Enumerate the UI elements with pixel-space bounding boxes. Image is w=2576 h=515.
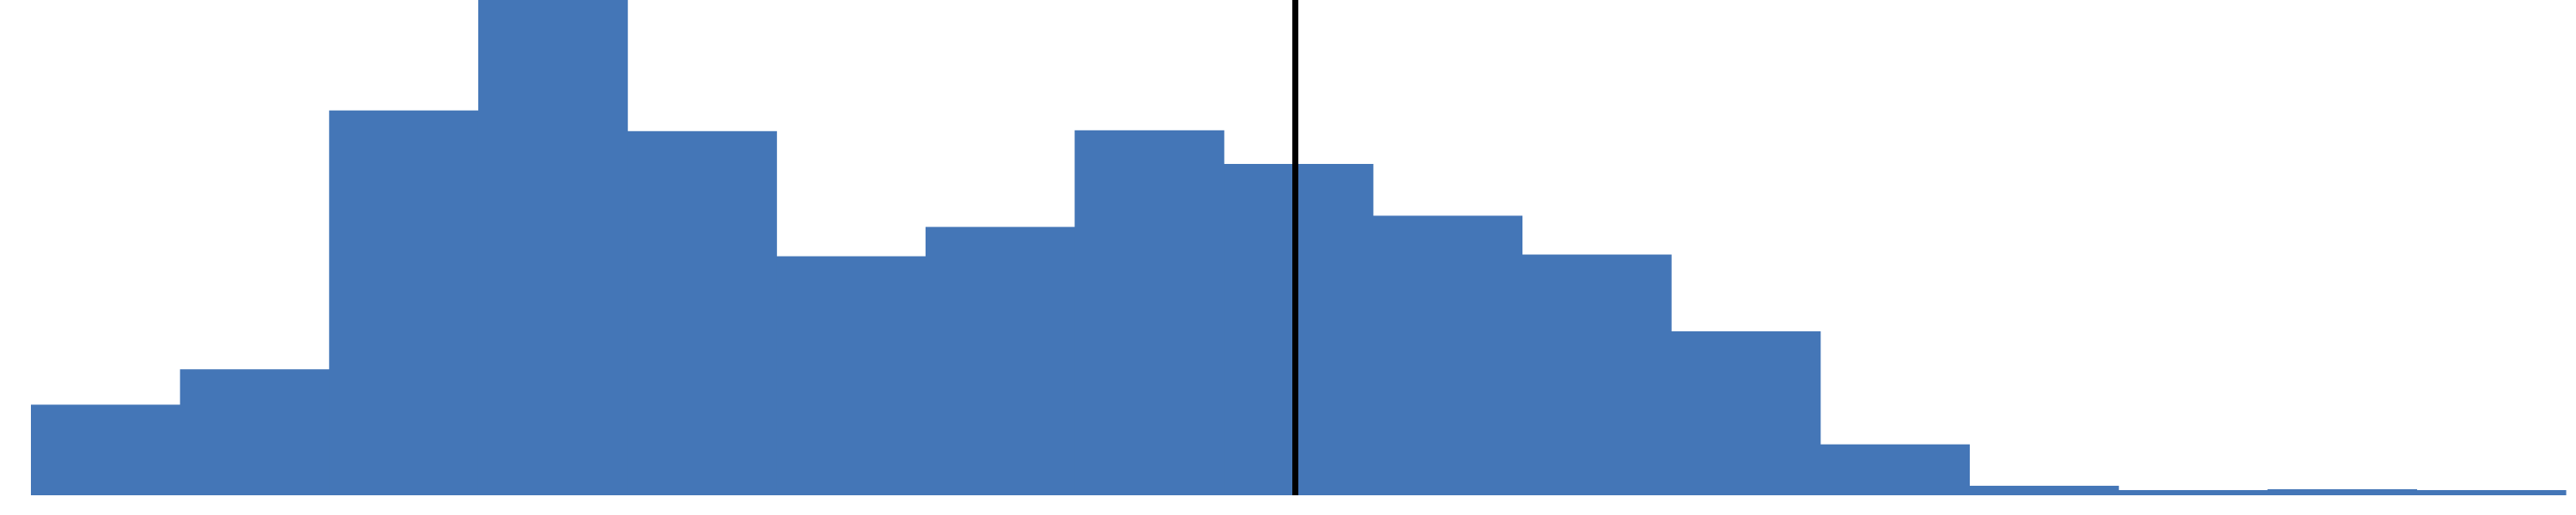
histogram-bar [925,227,1076,495]
histogram-bar [1074,130,1224,496]
histogram-bars [31,0,2567,496]
histogram-bar [2118,489,2269,495]
histogram-bar [477,0,629,495]
histogram-bar [31,404,181,495]
histogram-bar [1522,254,1672,495]
histogram-bar [1671,331,1821,495]
histogram-bar [2267,488,2417,495]
histogram-bar [627,130,777,496]
histogram-bar [2416,489,2567,495]
histogram-bar [179,369,330,495]
histogram-bar [1969,485,2119,495]
histogram-bar [776,256,927,495]
histogram-bar [1224,163,1374,496]
histogram-bar [1820,444,1971,495]
histogram-bar [1372,215,1523,495]
histogram-bar [329,110,479,496]
